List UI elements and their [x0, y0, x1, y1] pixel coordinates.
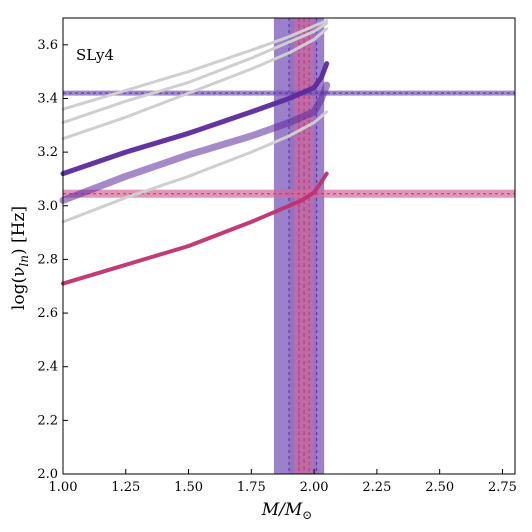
x-axis-label-main: M/M	[261, 500, 303, 520]
x-tick-label-0: 1.00	[49, 480, 78, 495]
curve-layer	[59, 19, 331, 286]
x-tick-label-1: 1.25	[111, 480, 140, 495]
y-axis-label: log(νln) [Hz]	[9, 206, 31, 310]
y-tick-label-7: 3.4	[37, 91, 58, 106]
y-axis-label-unit: ) [Hz]	[9, 206, 29, 255]
tick-layer: 1.00 1.25 1.50 1.75 2.00 2.25 2.50 2.75 2.0 2.2 2.…	[37, 38, 517, 495]
series-line-2	[61, 171, 329, 286]
chart-annotation: SLy4	[76, 46, 114, 64]
x-tick-label-5: 2.25	[362, 480, 391, 495]
gray-curve-0	[61, 110, 329, 224]
x-tick-label-4: 2.00	[300, 480, 329, 495]
y-tick-label-5: 3.0	[37, 199, 58, 214]
y-tick-label-3: 2.6	[37, 306, 58, 321]
gray-curve-2	[61, 21, 329, 125]
x-tick-label-6: 2.50	[425, 480, 454, 495]
frame-layer	[62, 17, 516, 475]
y-tick-label-6: 3.2	[37, 145, 58, 160]
horizontal-band-purple	[63, 90, 515, 96]
y-axis-label-sub: ln	[17, 255, 31, 267]
series-line-1	[59, 81, 331, 204]
y-axis-label-main: log(ν	[9, 267, 29, 311]
x-axis-label: M/M⊙	[261, 500, 313, 522]
x-tick-label-2: 1.50	[174, 480, 203, 495]
y-tick-label-0: 2.0	[37, 467, 58, 482]
y-tick-label-2: 2.4	[37, 360, 58, 375]
y-tick-label-4: 2.8	[37, 252, 58, 267]
y-tick-label-8: 3.6	[37, 38, 58, 53]
plot-frame	[62, 17, 516, 475]
series-line-0	[60, 61, 330, 177]
gray-curve-3	[61, 19, 329, 111]
x-tick-label-3: 1.75	[237, 480, 266, 495]
x-axis-label-sub: ⊙	[302, 508, 312, 522]
band-layer	[63, 18, 515, 474]
gray-curve-1	[61, 27, 329, 141]
x-tick-label-7: 2.75	[488, 480, 517, 495]
y-tick-label-1: 2.2	[37, 413, 58, 428]
horizontal-band-pink	[63, 189, 515, 198]
